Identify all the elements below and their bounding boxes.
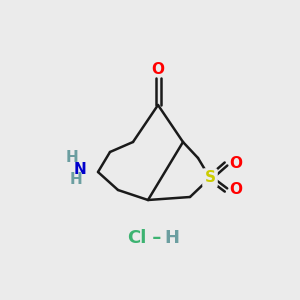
Text: O: O xyxy=(229,182,242,197)
Text: S: S xyxy=(205,170,215,185)
Text: O: O xyxy=(152,62,164,77)
Text: Cl: Cl xyxy=(127,229,146,247)
Text: H: H xyxy=(66,151,78,166)
Text: O: O xyxy=(229,157,242,172)
Text: H: H xyxy=(70,172,83,188)
Text: N: N xyxy=(74,163,86,178)
Text: –: – xyxy=(146,229,168,247)
Text: H: H xyxy=(164,229,179,247)
